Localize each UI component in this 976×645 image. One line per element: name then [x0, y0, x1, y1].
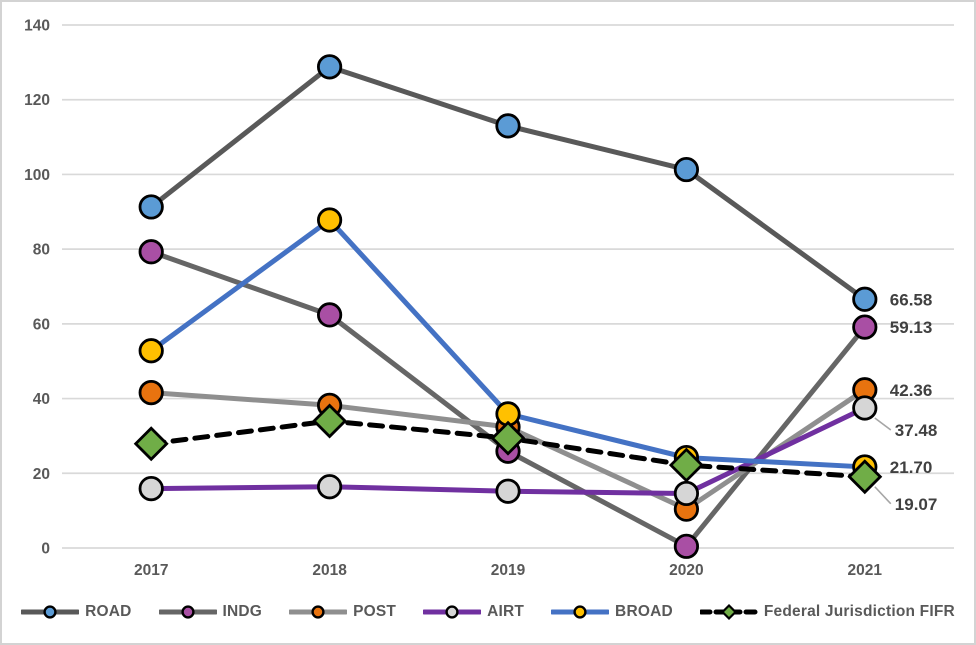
- data-point-airt-2021[interactable]: [852, 395, 878, 421]
- line-chart-canvas: 140 120 100 80 60 40 20 0 2017 2018 2019 2020 2021 66…: [24, 18, 954, 579]
- data-point-indg-2020[interactable]: [673, 533, 700, 559]
- chart-legend: ROAD INDG POST AIRT BROAD Federal Jurisdictio…: [2, 590, 974, 634]
- legend-swatch-road: [21, 605, 80, 619]
- x-axis-tick-label: 2020: [669, 562, 703, 579]
- data-point-road-2021[interactable]: [852, 286, 878, 312]
- data-label-post: 42.36: [890, 381, 933, 400]
- gridlines: 140 120 100 80 60 40 20 0: [24, 18, 954, 558]
- data-label-road: 66.58: [890, 290, 933, 309]
- data-point-fifr-2020[interactable]: [668, 447, 704, 483]
- x-axis-tick-label: 2018: [312, 562, 347, 579]
- data-point-airt-2018[interactable]: [316, 474, 343, 500]
- leader-line-fifr: [874, 486, 892, 505]
- series-markers: [133, 54, 883, 559]
- data-point-fifr-2018[interactable]: [312, 403, 348, 439]
- legend-item-post[interactable]: POST: [289, 603, 396, 621]
- data-point-airt-2020[interactable]: [673, 480, 700, 507]
- data-label-indg: 59.13: [890, 318, 933, 337]
- legend-item-airt[interactable]: AIRT: [423, 603, 524, 621]
- series-lines: [148, 64, 868, 549]
- data-point-indg-2021[interactable]: [852, 314, 878, 340]
- data-label-airt: 37.48: [895, 421, 938, 440]
- legend-swatch-post: [289, 605, 348, 619]
- legend-item-fifr[interactable]: Federal Jurisdiction FIFR: [699, 603, 955, 621]
- leader-line-airt: [874, 417, 892, 431]
- y-axis-tick-label: 20: [33, 466, 50, 483]
- data-label-fifr: 19.07: [895, 495, 938, 514]
- data-point-broad-2018[interactable]: [316, 207, 343, 233]
- y-axis-tick-label: 140: [24, 18, 50, 35]
- data-point-indg-2017[interactable]: [138, 239, 164, 265]
- data-point-fifr-2021[interactable]: [847, 459, 883, 495]
- circle-marker-icon: [445, 605, 459, 619]
- legend-label: INDG: [222, 603, 263, 620]
- data-point-road-2019[interactable]: [495, 113, 521, 139]
- legend-label: POST: [353, 603, 397, 620]
- y-axis-tick-label: 0: [41, 541, 50, 558]
- legend-item-broad[interactable]: BROAD: [551, 603, 673, 621]
- data-point-road-2017[interactable]: [138, 194, 164, 220]
- y-axis-tick-label: 40: [33, 391, 50, 408]
- legend-item-road[interactable]: ROAD: [21, 603, 131, 621]
- data-point-road-2020[interactable]: [673, 156, 700, 183]
- diamond-marker-icon: [720, 603, 737, 621]
- x-axis-tick-label: 2019: [491, 562, 526, 579]
- circle-marker-icon: [180, 605, 195, 619]
- data-point-post-2017[interactable]: [138, 379, 164, 406]
- y-axis-tick-label: 120: [24, 92, 50, 109]
- y-axis-tick-label: 80: [33, 242, 50, 259]
- legend-swatch-indg: [158, 605, 217, 619]
- data-point-indg-2018[interactable]: [316, 302, 343, 328]
- x-axis-tick-label: 2021: [848, 562, 883, 579]
- data-point-airt-2017[interactable]: [138, 476, 164, 502]
- circle-marker-icon: [43, 605, 57, 619]
- circle-marker-icon: [573, 605, 587, 619]
- data-point-fifr-2017[interactable]: [133, 426, 169, 462]
- legend-swatch-airt: [423, 605, 482, 619]
- series-line-road[interactable]: [148, 64, 868, 302]
- y-axis-tick-label: 100: [24, 167, 50, 184]
- data-point-broad-2017[interactable]: [138, 338, 164, 364]
- legend-swatch-broad: [551, 605, 610, 619]
- circle-marker-icon: [311, 605, 325, 619]
- legend-item-indg[interactable]: INDG: [158, 603, 263, 621]
- x-axis-tick-label: 2017: [134, 562, 168, 579]
- legend-label: ROAD: [85, 603, 132, 620]
- legend-label: AIRT: [487, 603, 525, 620]
- data-label-broad: 21.70: [890, 458, 933, 477]
- y-axis-tick-label: 60: [33, 316, 50, 333]
- data-labels: 66.58 59.13 42.36 37.48 21.70 19.07: [874, 290, 938, 514]
- data-point-airt-2019[interactable]: [495, 478, 521, 504]
- x-axis-labels: 2017 2018 2019 2020 2021: [134, 562, 882, 579]
- data-point-fifr-2019[interactable]: [490, 420, 526, 456]
- legend-label: BROAD: [615, 603, 673, 620]
- legend-swatch-fifr: [699, 603, 758, 621]
- data-point-road-2018[interactable]: [316, 54, 343, 80]
- legend-label: Federal Jurisdiction FIFR: [763, 603, 955, 620]
